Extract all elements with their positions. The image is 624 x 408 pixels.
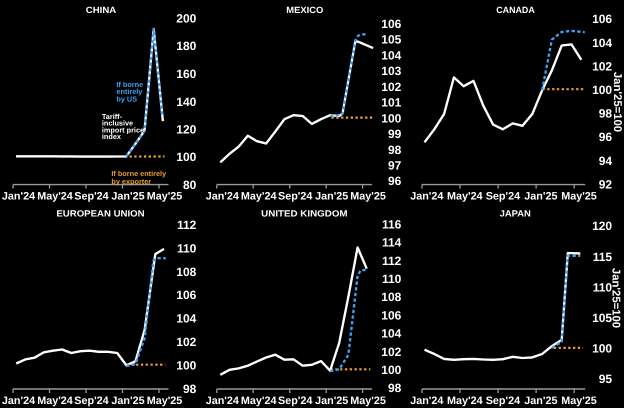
svg-text:inclusive: inclusive [102, 119, 133, 128]
svg-text:110: 110 [177, 242, 197, 256]
svg-text:Sep'24: Sep'24 [74, 191, 108, 203]
svg-text:Sep'24: Sep'24 [278, 191, 312, 203]
svg-text:97: 97 [388, 159, 402, 173]
svg-text:Jan'25: Jan'25 [111, 395, 144, 407]
svg-text:120: 120 [592, 219, 612, 233]
svg-text:114: 114 [382, 236, 402, 250]
svg-text:If borne entirely: If borne entirely [111, 169, 167, 178]
svg-text:112: 112 [177, 218, 197, 232]
svg-text:104: 104 [176, 312, 196, 326]
svg-text:100: 100 [592, 83, 612, 97]
svg-text:98: 98 [388, 143, 402, 157]
svg-text:Tariff-: Tariff- [102, 112, 123, 121]
svg-text:May'25: May'25 [350, 395, 386, 407]
svg-text:100: 100 [592, 342, 612, 356]
svg-text:140: 140 [176, 95, 196, 109]
svg-text:May'24: May'24 [447, 395, 483, 407]
svg-text:May'25: May'25 [561, 395, 597, 407]
svg-text:Jan'24: Jan'24 [2, 191, 35, 203]
svg-text:If borne: If borne [116, 80, 143, 89]
svg-text:106: 106 [592, 12, 612, 26]
svg-text:CANADA: CANADA [496, 5, 535, 15]
svg-text:102: 102 [592, 59, 612, 73]
svg-text:import price: import price [102, 125, 144, 134]
svg-text:108: 108 [176, 265, 196, 279]
svg-text:80: 80 [183, 178, 197, 192]
svg-text:103: 103 [381, 64, 401, 78]
svg-text:Sep'24: Sep'24 [486, 395, 520, 407]
svg-text:110: 110 [382, 272, 402, 286]
svg-text:Jan'24: Jan'24 [206, 191, 239, 203]
svg-text:Jan'25: Jan'25 [524, 395, 557, 407]
svg-text:MEXICO: MEXICO [286, 5, 323, 15]
svg-text:May'25: May'25 [350, 191, 386, 203]
svg-text:101: 101 [381, 96, 401, 110]
svg-text:Jan'24: Jan'24 [410, 191, 443, 203]
svg-text:Sep'24: Sep'24 [74, 395, 108, 407]
svg-text:Jan'25: Jan'25 [315, 191, 348, 203]
svg-text:116: 116 [382, 217, 402, 231]
svg-text:100: 100 [381, 363, 401, 377]
svg-text:200: 200 [176, 12, 196, 26]
svg-text:Jan'25=100: Jan'25=100 [610, 268, 622, 328]
svg-text:92: 92 [599, 177, 613, 191]
svg-text:106: 106 [381, 308, 401, 322]
svg-text:Jan'24: Jan'24 [2, 395, 35, 407]
svg-text:Jan'25: Jan'25 [111, 191, 144, 203]
svg-text:May'24: May'24 [241, 395, 277, 407]
svg-text:99: 99 [388, 127, 402, 141]
svg-text:Sep'24: Sep'24 [486, 191, 520, 203]
svg-text:May'25: May'25 [147, 191, 183, 203]
svg-text:106: 106 [381, 17, 401, 31]
svg-text:98: 98 [388, 381, 402, 395]
svg-text:Jan'25: Jan'25 [315, 395, 348, 407]
svg-text:115: 115 [593, 250, 613, 264]
svg-text:100: 100 [381, 111, 401, 125]
svg-text:May'25: May'25 [561, 191, 597, 203]
svg-text:102: 102 [176, 335, 196, 349]
svg-text:UNITED KINGDOM: UNITED KINGDOM [261, 209, 347, 219]
svg-text:Jan'24: Jan'24 [206, 395, 239, 407]
svg-text:102: 102 [381, 80, 401, 94]
svg-text:180: 180 [176, 39, 196, 53]
svg-text:110: 110 [593, 280, 613, 294]
svg-text:120: 120 [176, 123, 196, 137]
svg-text:Jan'24: Jan'24 [410, 395, 443, 407]
svg-text:94: 94 [599, 154, 613, 168]
svg-text:May'24: May'24 [37, 191, 73, 203]
svg-text:May'24: May'24 [447, 191, 483, 203]
svg-text:106: 106 [176, 288, 196, 302]
svg-text:JAPAN: JAPAN [500, 209, 531, 219]
svg-text:105: 105 [592, 311, 612, 325]
svg-text:index: index [102, 132, 121, 141]
svg-text:by US: by US [116, 94, 137, 103]
svg-text:98: 98 [599, 107, 613, 121]
svg-text:100: 100 [176, 358, 196, 372]
svg-text:104: 104 [592, 36, 612, 50]
svg-text:96: 96 [388, 174, 402, 188]
svg-text:105: 105 [381, 33, 401, 47]
svg-text:104: 104 [381, 48, 401, 62]
svg-text:entirely: entirely [116, 87, 143, 96]
svg-text:98: 98 [183, 382, 197, 396]
svg-text:May'24: May'24 [37, 395, 73, 407]
svg-text:by exporter: by exporter [111, 177, 151, 186]
svg-text:May'24: May'24 [241, 191, 277, 203]
svg-text:May'25: May'25 [147, 395, 183, 407]
svg-text:Sep'24: Sep'24 [278, 395, 312, 407]
svg-text:Jan'25=100: Jan'25=100 [611, 72, 623, 132]
svg-text:95: 95 [599, 372, 613, 386]
svg-text:104: 104 [381, 327, 401, 341]
svg-text:Jan'25: Jan'25 [524, 191, 557, 203]
svg-text:EUROPEAN UNION: EUROPEAN UNION [56, 209, 144, 219]
svg-text:CHINA: CHINA [86, 5, 117, 15]
svg-text:100: 100 [176, 150, 196, 164]
svg-text:102: 102 [381, 345, 401, 359]
svg-text:160: 160 [176, 67, 196, 81]
svg-text:108: 108 [381, 290, 401, 304]
svg-text:96: 96 [599, 130, 613, 144]
svg-text:112: 112 [382, 254, 402, 268]
